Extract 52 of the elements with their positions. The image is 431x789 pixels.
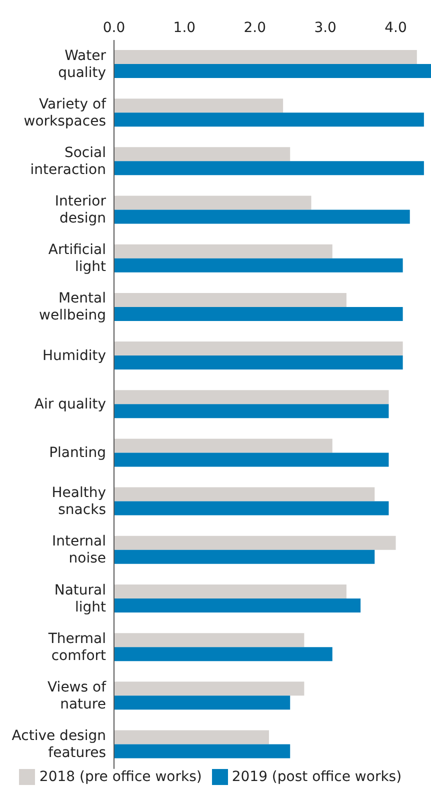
x-tick-label: 2.0 [244, 20, 266, 36]
bar [114, 98, 284, 113]
bar [114, 647, 332, 662]
bar [114, 633, 304, 648]
y-tick-label: Artificial light [48, 242, 107, 276]
bar [114, 487, 375, 502]
bar [114, 730, 269, 744]
bar [114, 50, 417, 64]
bar [114, 682, 304, 696]
y-tick-label: Thermal comfort [47, 630, 107, 664]
bar [114, 550, 375, 564]
legend-label: 2018 (pre office works) [39, 768, 202, 785]
bar [114, 501, 389, 516]
bar [114, 210, 410, 224]
x-tick-label: 3.0 [314, 20, 336, 36]
bar [114, 342, 403, 356]
bar [114, 584, 346, 598]
bar [114, 438, 332, 453]
bar [114, 598, 361, 612]
bar [114, 244, 332, 258]
bar [114, 390, 389, 404]
x-tick-label: 0.0 [102, 20, 126, 36]
bar [114, 196, 312, 210]
y-tick-label: Views of nature [48, 679, 108, 712]
y-tick-label: Social interaction [30, 144, 106, 178]
bar [114, 147, 290, 162]
x-tick-label: 4.0 [384, 20, 407, 36]
y-tick-label: Water quality [58, 48, 106, 81]
y-tick-label: Active design features [12, 728, 106, 762]
bar [114, 356, 403, 370]
bar [114, 64, 431, 78]
bar [114, 696, 290, 710]
bar [114, 292, 346, 307]
y-tick-label: Natural light [54, 582, 107, 616]
bar [114, 161, 424, 176]
y-tick-label: Mental wellbeing [39, 290, 106, 324]
y-tick-label: Air quality [34, 396, 106, 412]
bar [114, 306, 403, 321]
x-tick-label: 1.0 [173, 20, 196, 36]
bar [114, 744, 290, 758]
bar [114, 404, 389, 418]
legend-label: 2019 (post office works) [232, 768, 402, 785]
y-tick-label: Variety of workspaces [24, 96, 108, 130]
y-tick-label: Interior design [54, 194, 106, 227]
y-tick-label: Healthy snacks [52, 485, 106, 518]
bar [114, 258, 403, 272]
y-tick-label: Internal noise [52, 534, 106, 567]
bar [114, 112, 424, 127]
bar [114, 536, 396, 550]
bar [114, 452, 389, 467]
y-tick-label: Planting [49, 445, 106, 462]
y-tick-label: Humidity [42, 348, 106, 364]
